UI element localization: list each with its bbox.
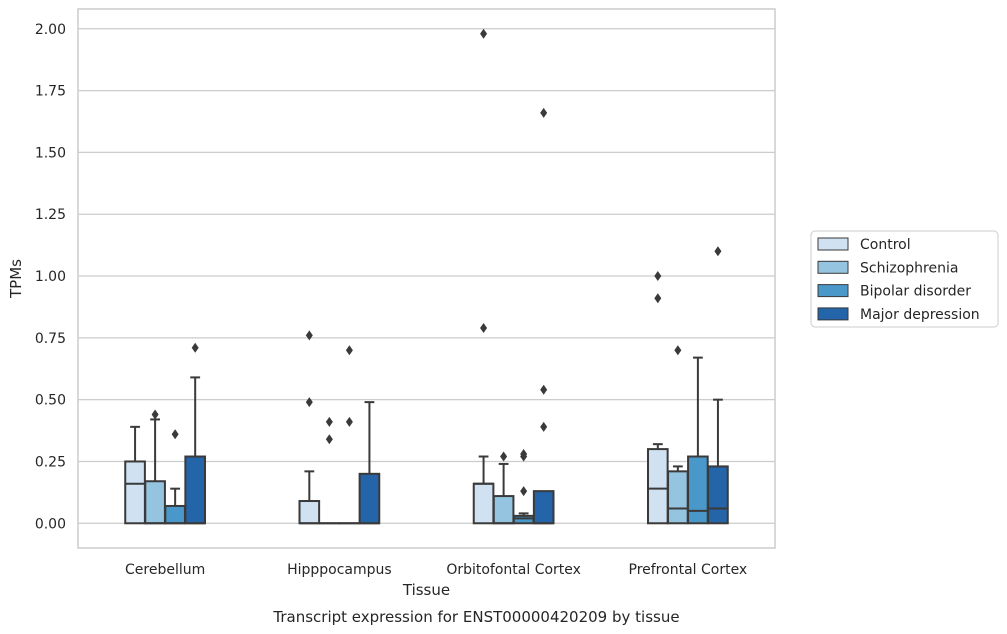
y-tick-label: 0.75	[35, 331, 66, 347]
x-tick-labels: Cerebellum Hipppocampus Orbitofontal Corte…	[125, 562, 747, 578]
box-control	[472, 28, 495, 525]
box-body	[164, 504, 186, 525]
outlier-point	[151, 409, 159, 420]
box-body	[646, 448, 669, 525]
outlier-point	[345, 416, 353, 427]
plot-area-frame	[77, 8, 776, 549]
legend-label: Bipolar disorder	[860, 284, 971, 300]
y-tick-label: 1.00	[35, 269, 66, 285]
outlier-point	[654, 271, 662, 282]
box-body	[532, 490, 555, 525]
box-bipolar-disorder	[512, 449, 535, 525]
legend-label: Control	[860, 237, 911, 253]
y-tick-label: 1.75	[35, 84, 66, 100]
box-body	[687, 455, 709, 525]
y-tick-labels: 0.00 0.25 0.50 0.75 1.00 1.25 1.50 1.75 2.00	[35, 22, 66, 532]
chart-caption: Transcript expression for ENST0000042020…	[272, 608, 679, 626]
box-body	[358, 472, 381, 525]
box-bipolar-disorder	[338, 345, 361, 525]
box-bipolar-disorder	[164, 429, 186, 525]
y-tick-label: 2.00	[35, 22, 66, 38]
legend-label: Schizophrenia	[860, 260, 958, 276]
box-schizophrenia	[318, 416, 341, 525]
box-major-depression	[707, 246, 729, 525]
x-tick-label: Orbitofontal Cortex	[446, 562, 581, 578]
box-bipolar-disorder	[687, 356, 709, 525]
box-major-depression	[532, 107, 555, 525]
box-body	[124, 460, 146, 525]
outlier-point	[540, 384, 548, 395]
box-body	[472, 482, 495, 525]
outlier-point	[500, 451, 508, 462]
y-tick-label: 0.25	[35, 454, 66, 470]
outlier-point	[305, 397, 313, 408]
legend-swatch	[817, 307, 849, 321]
y-tick-label: 1.50	[35, 145, 66, 161]
box-body	[707, 465, 729, 525]
box-body	[512, 514, 535, 525]
outlier-point	[520, 486, 528, 497]
y-tick-label: 1.25	[35, 207, 66, 223]
box-schizophrenia	[144, 409, 166, 525]
outlier-point	[714, 246, 722, 257]
outlier-point	[345, 345, 353, 356]
outlier-point	[540, 421, 548, 432]
box-control	[124, 425, 146, 525]
outlier-point	[191, 342, 199, 353]
box-control	[298, 330, 321, 525]
outlier-point	[674, 345, 682, 356]
x-tick-label: Hipppocampus	[287, 562, 392, 578]
outlier-point	[520, 449, 528, 460]
y-tick-label: 0.50	[35, 393, 66, 409]
box-body	[298, 500, 321, 525]
box-major-depression	[184, 342, 207, 525]
legend-frame	[810, 230, 999, 328]
legend-swatch	[817, 237, 849, 251]
box-body	[667, 470, 689, 525]
y-axis-label: TPMs	[7, 259, 25, 299]
outlier-point	[540, 107, 548, 118]
box-body	[144, 480, 166, 525]
grid-lines	[78, 28, 775, 524]
legend-swatch	[817, 284, 849, 298]
box-body	[492, 495, 515, 525]
outlier-point	[480, 28, 488, 39]
boxes	[124, 28, 729, 525]
outlier-point	[654, 293, 662, 304]
outlier-point	[305, 330, 313, 341]
legend-swatch	[817, 260, 849, 274]
x-tick-label: Prefrontal Cortex	[629, 562, 748, 578]
legend: Control Schizophrenia Bipolar disorder Majo…	[810, 230, 999, 328]
outlier-point	[325, 434, 333, 445]
box-body	[184, 455, 207, 525]
outlier-point	[480, 322, 488, 333]
outlier-point	[325, 416, 333, 427]
outlier-point	[171, 429, 179, 440]
box-schizophrenia	[492, 451, 515, 525]
x-tick-label: Cerebellum	[125, 562, 205, 578]
box-control	[646, 271, 669, 525]
x-axis-label: Tissue	[402, 581, 450, 599]
legend-label: Major depression	[860, 307, 980, 323]
y-tick-label: 0.00	[35, 516, 66, 532]
box-schizophrenia	[667, 345, 689, 525]
box-major-depression	[358, 401, 381, 525]
